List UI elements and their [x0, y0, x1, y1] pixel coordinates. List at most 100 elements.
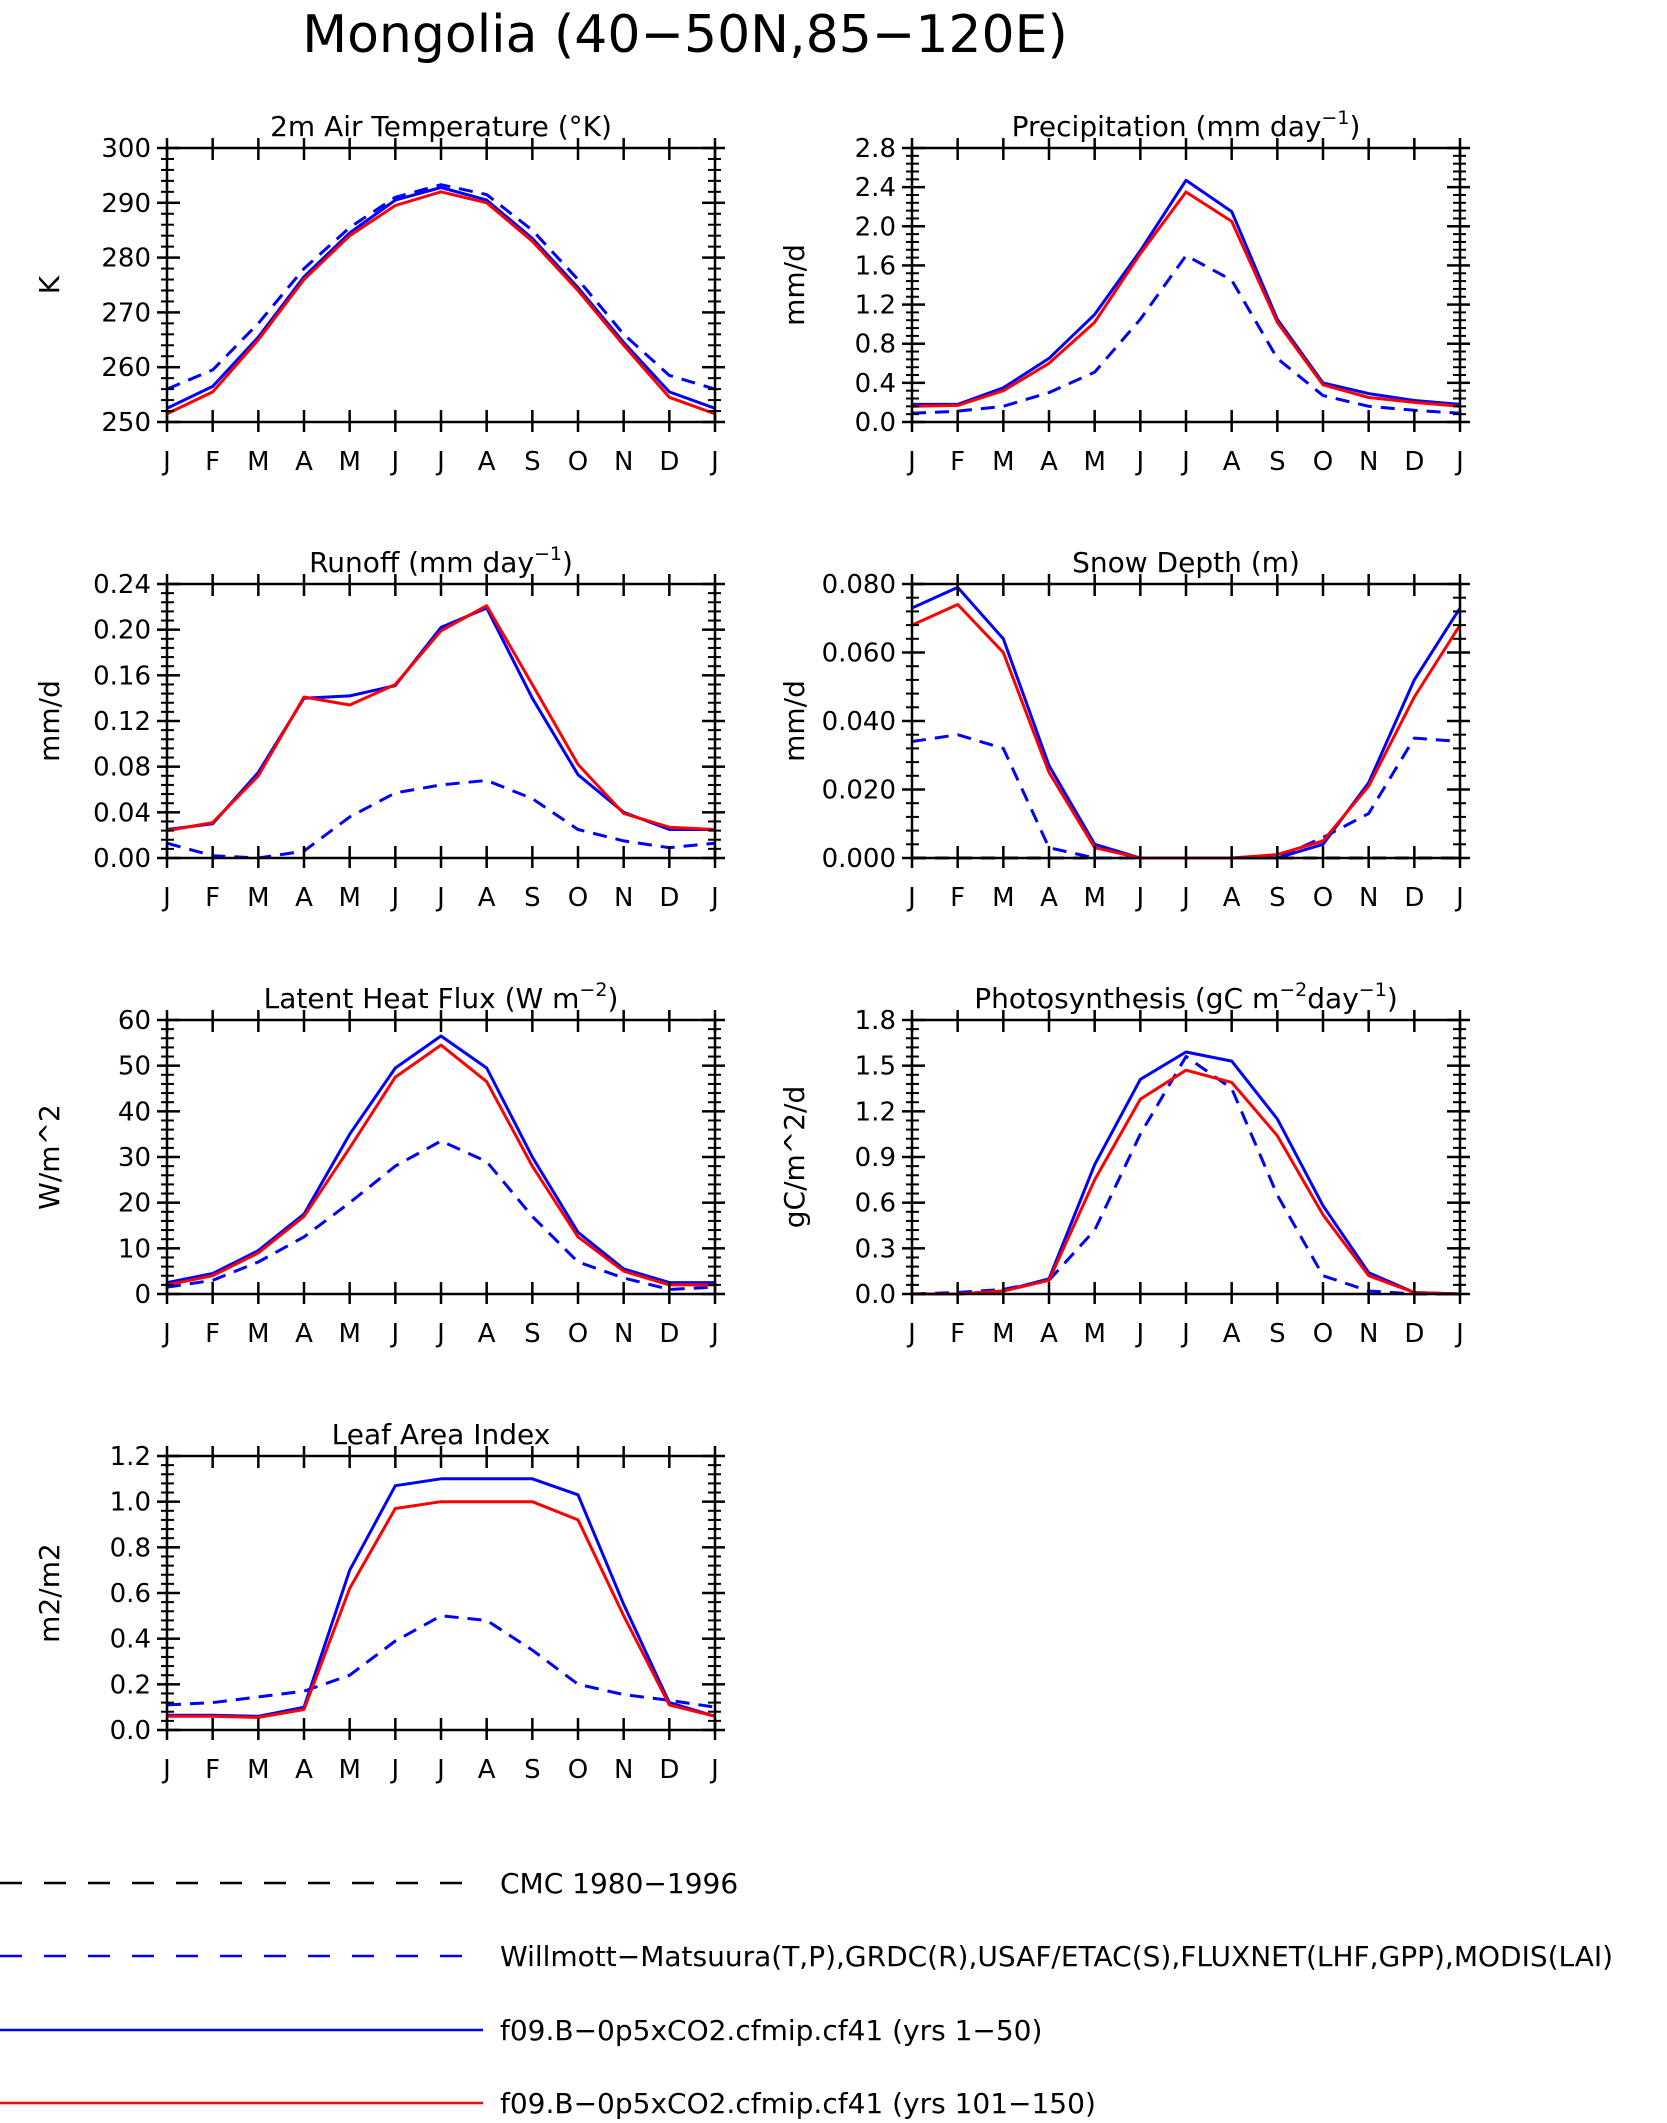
series-line-2	[912, 585, 1460, 860]
x-tick-label: J	[389, 1319, 399, 1349]
x-tick-label: J	[435, 1755, 445, 1785]
y-tick-label: 1.0	[110, 1488, 151, 1518]
y-axis-label: m2/m2	[33, 1543, 66, 1643]
series-line-0	[167, 1139, 715, 1291]
y-tick-label: 0.6	[110, 1579, 151, 1609]
x-tick-label: J	[1180, 1319, 1190, 1349]
x-tick-label: N	[614, 1319, 633, 1349]
series-line-0	[167, 1614, 715, 1709]
y-tick-label: 280	[101, 244, 151, 274]
series-line-0	[912, 1055, 1460, 1296]
x-tick-label: S	[524, 447, 541, 477]
panel-air-temperature: 2m Air Temperature (°K) K 250 260 270 280 290 3…	[33, 110, 725, 477]
y-tick-label: 30	[118, 1143, 151, 1173]
x-tick-label: J	[1134, 883, 1144, 913]
y-tick-label: 0.060	[822, 639, 896, 669]
x-tick-label: A	[295, 1755, 313, 1785]
series-line-0	[167, 183, 715, 391]
panel-title: Leaf Area Index	[332, 1418, 551, 1451]
plot-frame	[165, 1454, 717, 1732]
x-tick-label: J	[161, 447, 171, 477]
x-tick-label: M	[992, 1319, 1014, 1349]
legend-label-0: CMC 1980−1996	[500, 1867, 738, 1900]
x-tick-label: J	[1454, 883, 1464, 913]
x-tick-label: A	[295, 447, 313, 477]
plot-frame	[165, 1018, 717, 1296]
series-line-1	[912, 1050, 1460, 1296]
y-tick-label: 2.0	[855, 212, 896, 242]
x-tick-label: A	[295, 1319, 313, 1349]
x-tick-label: S	[1269, 447, 1286, 477]
x-tick-label: S	[1269, 883, 1286, 913]
y-tick-label: 0.0	[855, 408, 896, 438]
series-line-2	[912, 190, 1460, 408]
x-tick-label: M	[247, 447, 269, 477]
x-tick-label: D	[659, 1755, 679, 1785]
plot-frame	[910, 146, 1462, 424]
series-line-2	[167, 190, 715, 416]
x-tick-label: J	[1454, 447, 1464, 477]
x-tick-label: O	[1313, 447, 1333, 477]
x-tick-label: A	[478, 1755, 496, 1785]
y-tick-label: 0.00	[93, 844, 151, 874]
x-tick-label: A	[1040, 883, 1058, 913]
x-tick-label: A	[1223, 1319, 1241, 1349]
y-tick-label: 0.12	[93, 707, 151, 737]
y-axis-label: mm/d	[778, 680, 811, 762]
x-tick-label: J	[435, 447, 445, 477]
series-line-0	[912, 254, 1460, 415]
panel-title: Precipitation (mm day−1)	[1012, 107, 1361, 143]
y-tick-label: 0	[134, 1280, 151, 1310]
y-tick-label: 10	[118, 1234, 151, 1264]
plot-frame	[910, 1018, 1462, 1296]
x-tick-label: M	[338, 1319, 360, 1349]
x-tick-label: J	[906, 883, 916, 913]
x-tick-label: M	[1083, 883, 1105, 913]
legend-label-1: Willmott−Matsuura(T,P),GRDC(R),USAF/ETAC…	[500, 1940, 1613, 1973]
x-tick-label: M	[247, 883, 269, 913]
x-tick-label: S	[1269, 1319, 1286, 1349]
x-tick-label: J	[161, 1319, 171, 1349]
y-axis-label: K	[33, 275, 66, 294]
y-tick-label: 40	[118, 1097, 151, 1127]
x-tick-label: J	[1180, 447, 1190, 477]
y-tick-label: 290	[101, 189, 151, 219]
y-tick-label: 1.2	[855, 291, 896, 321]
panel-latent-heat-flux: Latent Heat Flux (W m−2) W/m^2 0 10 20 30 40 50…	[33, 979, 725, 1349]
x-tick-label: M	[338, 883, 360, 913]
x-tick-label: J	[1454, 1319, 1464, 1349]
y-tick-label: 0.0	[110, 1716, 151, 1746]
y-tick-label: 0.16	[93, 661, 151, 691]
y-tick-label: 1.6	[855, 251, 896, 281]
series-line-1	[912, 733, 1460, 860]
x-tick-label: A	[1040, 447, 1058, 477]
panel-title: Latent Heat Flux (W m−2)	[264, 979, 619, 1015]
x-tick-label: N	[1359, 447, 1378, 477]
x-tick-label: J	[389, 1755, 399, 1785]
x-tick-label: M	[247, 1319, 269, 1349]
y-tick-label: 0.2	[110, 1670, 151, 1700]
x-tick-label: J	[906, 447, 916, 477]
y-tick-label: 0.08	[93, 753, 151, 783]
series-line-2	[912, 1068, 1460, 1296]
series-line-2	[167, 1043, 715, 1287]
figure-title: Mongolia (40−50N,85−120E)	[302, 5, 1068, 65]
series-group	[912, 1050, 1460, 1296]
y-tick-label: 0.8	[855, 330, 896, 360]
y-tick-label: 1.5	[855, 1052, 896, 1082]
y-tick-label: 0.040	[822, 707, 896, 737]
y-tick-label: 270	[101, 298, 151, 328]
x-tick-label: J	[709, 1755, 719, 1785]
x-tick-label: D	[659, 1319, 679, 1349]
y-tick-label: 2.4	[855, 173, 896, 203]
x-tick-label: J	[1134, 1319, 1144, 1349]
x-tick-label: N	[614, 883, 633, 913]
panel-leaf-area-index: Leaf Area Index m2/m2 0.0 0.2 0.4 0.6 0.8 1.0 1.…	[33, 1418, 725, 1785]
series-group	[167, 183, 715, 416]
x-tick-label: A	[1040, 1319, 1058, 1349]
x-tick-label: M	[338, 1755, 360, 1785]
y-tick-label: 2.8	[855, 134, 896, 164]
x-tick-label: F	[205, 883, 220, 913]
x-tick-label: A	[1223, 883, 1241, 913]
